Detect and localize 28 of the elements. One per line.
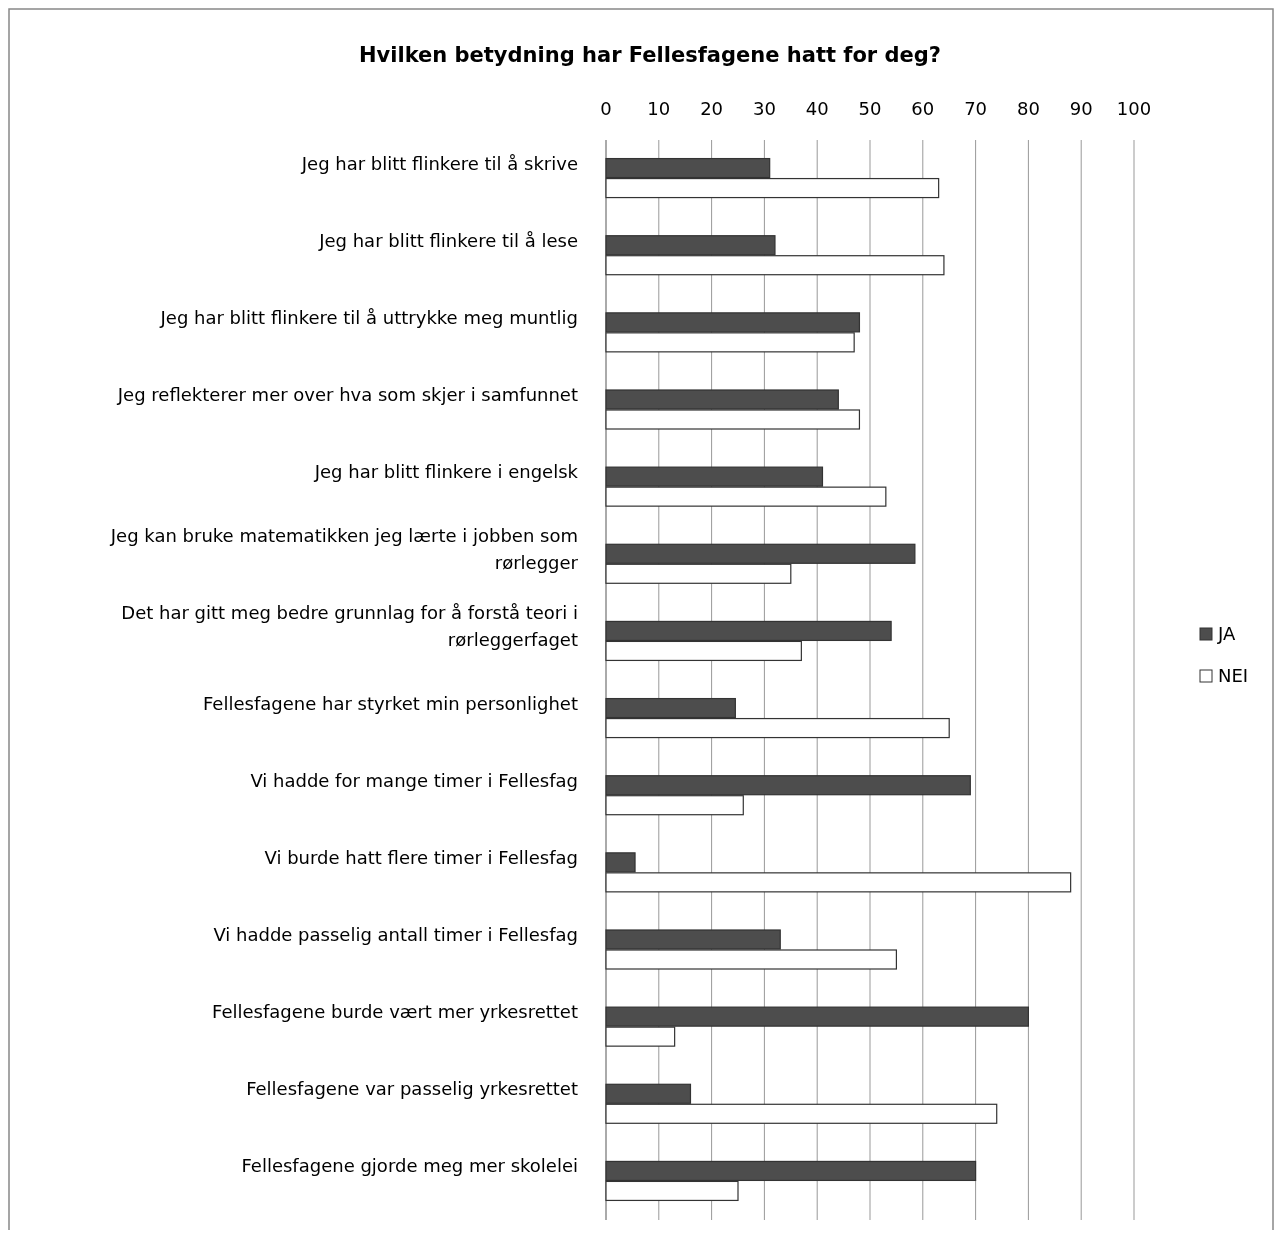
x-tick-label: 80 — [1016, 98, 1040, 119]
chart-title: Hvilken betydning har Fellesfagene hatt for deg? — [358, 43, 942, 67]
y-tick-label: Jeg har blitt flinkere til å skrive — [300, 152, 578, 174]
x-tick-label: 100 — [1116, 98, 1152, 119]
y-tick-label: Jeg har blitt flinkere i engelsk — [313, 461, 579, 483]
y-tick-label: Vi burde hatt flere timer i Fellesfag — [264, 846, 578, 868]
x-tick-label: 20 — [700, 98, 724, 119]
y-tick-label: Jeg har blitt flinkere til å lese — [318, 229, 578, 251]
y-tick-label: Fellesfagene har styrket min personlighet — [203, 692, 578, 714]
legend-label: NEI — [1218, 665, 1249, 686]
x-tick-label: 10 — [647, 98, 671, 119]
legend-label: JA — [1217, 623, 1236, 644]
y-tick-label: Vi hadde for mange timer i Fellesfag — [250, 769, 578, 791]
y-tick-label: Jeg har blitt flinkere til å uttrykke meg muntlig — [159, 306, 578, 328]
x-tick-label: 70 — [964, 98, 988, 119]
x-tick-label: 90 — [1069, 98, 1093, 119]
x-tick-label: 50 — [858, 98, 882, 119]
y-tick-label: Fellesfagene var passelig yrkesrettet — [246, 1078, 578, 1100]
y-tick-label: Det har gitt meg bedre grunnlag for å forstå teori i rørleggerfaget — [121, 601, 578, 650]
x-tick-label: 40 — [805, 98, 829, 119]
y-tick-label: Fellesfagene burde vært mer yrkesrettet — [212, 1001, 578, 1023]
y-tick-label: Jeg kan bruke matematikken jeg lærte i jobben som rørlegger — [109, 524, 579, 573]
y-tick-label: Vi hadde passelig antall timer i Fellesfag — [213, 924, 578, 945]
y-tick-label: Fellesfagene gjorde meg mer skolelei — [241, 1155, 578, 1177]
x-tick-label: 30 — [752, 98, 776, 119]
x-tick-label: 60 — [911, 98, 935, 119]
y-tick-label: Jeg reflekterer mer over hva som skjer i samfunnet — [116, 384, 578, 405]
x-tick-label: 0 — [600, 98, 612, 119]
